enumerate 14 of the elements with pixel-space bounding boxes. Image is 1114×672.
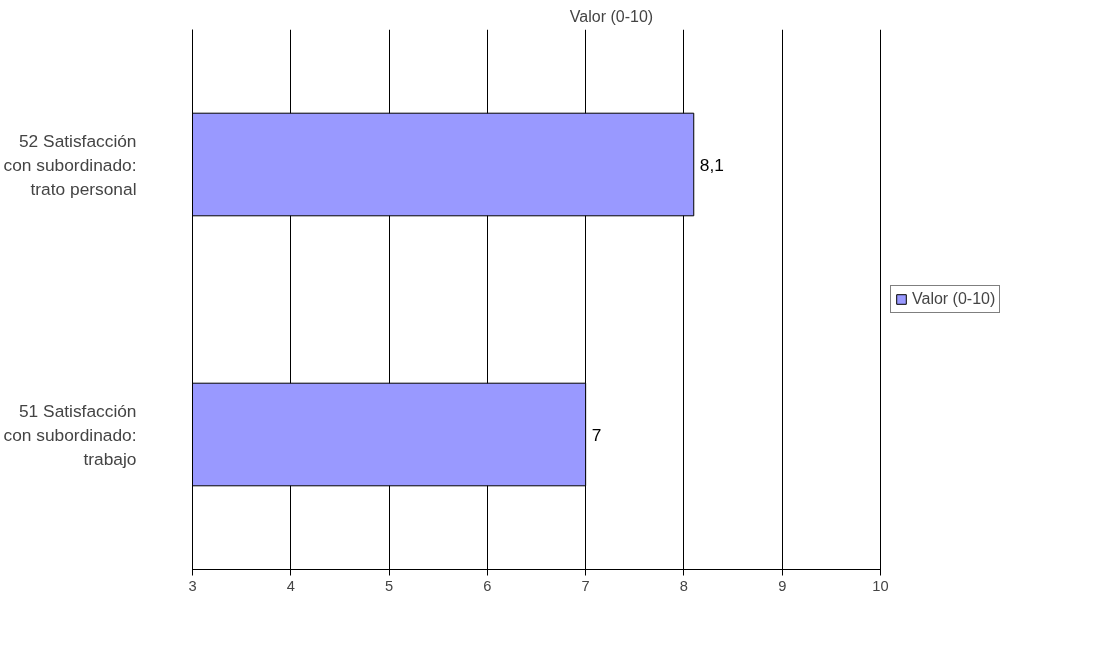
legend-label: Valor (0-10) <box>912 290 996 308</box>
data-label: 7 <box>591 424 602 445</box>
x-tick-label: 9 <box>778 577 787 594</box>
x-tick-label: 4 <box>286 577 295 594</box>
x-tick-label: 7 <box>581 577 590 594</box>
chart-title: Valor (0-10) <box>569 7 654 25</box>
x-tick-label: 5 <box>385 577 394 594</box>
y-tick-label: 51 Satisfacción con subordinado: trabajo <box>3 400 137 469</box>
data-label: 8,1 <box>699 154 724 175</box>
x-tick-label: 10 <box>872 577 889 594</box>
x-tick-label: 8 <box>679 577 689 594</box>
x-tick-label: 3 <box>188 577 197 594</box>
x-tick-label: 6 <box>483 577 492 594</box>
y-tick-label: 52 Satisfacción con subordinado: trato personal <box>3 130 137 199</box>
